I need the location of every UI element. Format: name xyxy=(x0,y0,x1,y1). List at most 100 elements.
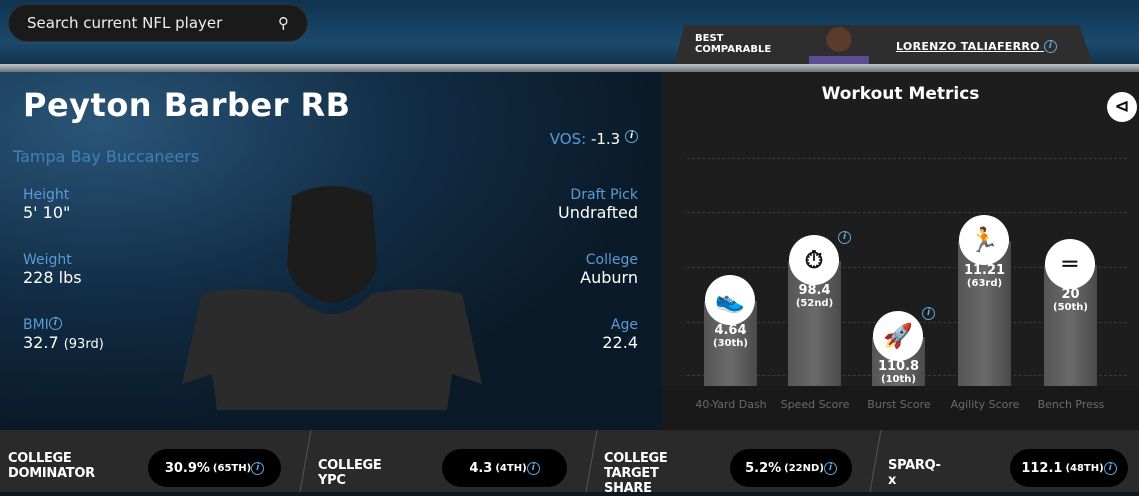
player-panel: Peyton Barber RB Tampa Bay Buccaneers VO… xyxy=(0,72,662,430)
stat-rank: (4TH) xyxy=(495,462,527,474)
stat-label: COLLEGE DOMINATOR xyxy=(8,451,95,481)
vos-value: -1.3 xyxy=(590,130,621,148)
x-tick-label: 40-Yard Dash xyxy=(695,398,767,411)
stat-label-line1: SPARQ-x xyxy=(888,458,941,488)
weight-label: Weight xyxy=(23,252,72,268)
info-icon[interactable]: i xyxy=(1043,40,1057,53)
bar-40-yard-dash: 👟 4.64 (30th) xyxy=(704,274,757,386)
info-icon[interactable]: i xyxy=(526,461,540,475)
info-icon[interactable]: i xyxy=(1103,461,1117,475)
stat-rank: (22ND) xyxy=(784,462,824,474)
bar-rank: (10th) xyxy=(881,373,916,385)
comparable-name-link[interactable]: LORENZO TALIAFERRO i xyxy=(896,40,1057,53)
age: Age 22.4 xyxy=(602,317,638,352)
share-icon[interactable]: ⊲ xyxy=(1107,92,1137,122)
search-placeholder: Search current NFL player xyxy=(27,14,223,32)
bar-rank: (30th) xyxy=(713,337,748,349)
info-icon[interactable]: i xyxy=(48,317,62,330)
college-stats-bar: COLLEGE DOMINATOR 30.9% (65TH) i COLLEGE YPC 4… xyxy=(0,430,1139,496)
stat-value: 30.9% xyxy=(164,460,210,476)
gridline xyxy=(687,267,1127,268)
stopwatch-icon: ⏱ i xyxy=(789,230,851,285)
height-value: 5' 10" xyxy=(23,203,71,222)
x-tick-label: Speed Score xyxy=(780,398,850,411)
stat-label-line1: COLLEGE xyxy=(604,451,668,466)
weight-value: 228 lbs xyxy=(23,268,82,287)
gridline xyxy=(687,158,1127,159)
divider xyxy=(299,430,312,492)
college-label: College xyxy=(585,252,638,268)
age-value: 22.4 xyxy=(602,333,638,352)
info-icon[interactable]: i xyxy=(625,130,638,143)
comparable-name[interactable]: LORENZO TALIAFERRO xyxy=(896,40,1040,53)
stat-rank: (65TH) xyxy=(212,462,252,474)
bar-value: 11.21 xyxy=(963,262,1006,278)
bar-value: 110.8 xyxy=(877,358,920,374)
info-icon[interactable]: i xyxy=(251,461,265,475)
stat-label: COLLEGE TARGET SHARE xyxy=(604,451,668,496)
divider xyxy=(585,430,598,492)
stat-label-line1: COLLEGE xyxy=(8,451,72,466)
stat-value: 4.3 xyxy=(469,460,493,476)
best-comparable: BEST COMPARABLE LORENZO TALIAFERRO i xyxy=(674,25,1094,67)
bar-burst-score: 🚀 i 110.8 (10th) xyxy=(872,306,935,386)
rocket-icon: 🚀 i xyxy=(873,306,935,361)
bar-rank: (50th) xyxy=(1053,301,1088,313)
best-comparable-label: BEST COMPARABLE xyxy=(695,33,772,55)
stat-value: 5.2% xyxy=(745,460,782,476)
stat-value-pill: 5.2% (22ND) i xyxy=(730,449,852,487)
page-title: Peyton Barber RB xyxy=(23,86,351,124)
divider xyxy=(869,430,882,492)
stat-label-line1: COLLEGE YPC xyxy=(318,458,382,488)
draft-label: Draft Pick xyxy=(570,187,638,203)
workout-title: Workout Metrics xyxy=(821,84,980,104)
runner-icon: 🏃 xyxy=(959,214,1009,265)
vos-label: VOS: xyxy=(549,130,587,148)
info-icon[interactable]: i xyxy=(823,461,837,475)
info-icon[interactable]: i xyxy=(838,230,851,244)
bar-speed-score: ⏱ i 98.4 (52nd) xyxy=(788,230,851,386)
search-input[interactable]: Search current NFL player ⚲ xyxy=(8,4,308,42)
team-name: Tampa Bay Buccaneers xyxy=(13,147,200,166)
stat-value-pill: 112.1 (48TH) i xyxy=(1010,449,1128,487)
vos: VOS: -1.3 i xyxy=(550,130,638,148)
x-tick-label: Agility Score xyxy=(950,398,1020,411)
age-label: Age xyxy=(610,317,638,333)
stat-label: COLLEGE YPC xyxy=(318,458,382,488)
bar-value: 20 xyxy=(1061,286,1080,302)
stat-value-pill: 4.3 (4TH) i xyxy=(442,449,567,487)
height-label: Height xyxy=(23,187,70,203)
barbell-icon: ═ xyxy=(1045,238,1095,289)
weight: Weight 228 lbs xyxy=(23,252,82,287)
info-icon[interactable]: i xyxy=(922,306,935,320)
bar-rank: (63rd) xyxy=(966,277,1003,289)
x-tick-label: Bench Press xyxy=(1037,398,1105,411)
draft-pick: Draft Pick Undrafted xyxy=(558,187,638,222)
bmi: BMI i 32.7 (93rd) xyxy=(23,317,104,352)
shoe-icon: 👟 xyxy=(705,274,755,325)
stat-value-pill: 30.9% (65TH) i xyxy=(148,449,281,487)
college-value: Auburn xyxy=(580,268,638,287)
bmi-label: BMI xyxy=(23,317,49,333)
bar-value: 4.64 xyxy=(714,322,747,338)
bar-bench-press: ═ 20 (50th) xyxy=(1044,238,1097,386)
stat-label-line2: DOMINATOR xyxy=(8,466,95,481)
bmi-rank: (93rd) xyxy=(63,337,104,352)
workout-metrics-panel: Workout Metrics ⊲ 👟 4.64 (30th) 40-Yard Das… xyxy=(662,72,1139,430)
height: Height 5' 10" xyxy=(23,187,70,222)
player-silhouette xyxy=(182,186,482,410)
search-icon[interactable]: ⚲ xyxy=(278,14,289,32)
stat-value: 112.1 xyxy=(1021,460,1063,476)
bar-rank: (52nd) xyxy=(795,297,834,309)
comparable-photo xyxy=(809,25,869,67)
bar-value: 98.4 xyxy=(798,282,831,298)
x-tick-label: Burst Score xyxy=(867,398,931,411)
college: College Auburn xyxy=(580,252,638,287)
stat-label: SPARQ-x xyxy=(888,458,941,488)
gridline xyxy=(687,212,1127,213)
bmi-value: 32.7 xyxy=(23,333,59,352)
stat-rank: (48TH) xyxy=(1065,462,1104,474)
x-axis xyxy=(662,386,1139,430)
bar-agility-score: 🏃 11.21 (63rd) xyxy=(958,214,1011,386)
divider xyxy=(0,64,1139,72)
